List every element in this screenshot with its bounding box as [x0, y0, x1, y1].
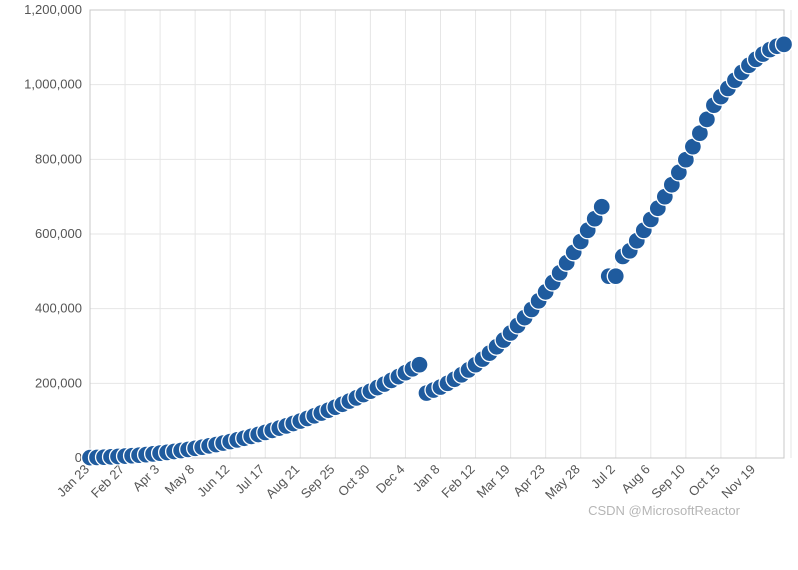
x-tick-label: Feb 12: [438, 462, 477, 501]
x-tick-label: Feb 27: [88, 462, 127, 501]
x-tick-label: Aug 21: [263, 462, 303, 502]
x-tick-label: Jun 12: [194, 462, 232, 500]
y-tick-label: 1,200,000: [24, 2, 82, 17]
x-tick-label: Apr 3: [130, 462, 163, 495]
y-tick-label: 800,000: [35, 151, 82, 166]
x-tick-label: Jul 2: [588, 462, 618, 492]
x-tick-label: Nov 19: [718, 462, 758, 502]
data-point: [607, 268, 624, 285]
y-tick-label: 200,000: [35, 375, 82, 390]
x-tick-label: Dec 4: [373, 462, 408, 497]
x-tick-label: Sep 25: [298, 462, 338, 502]
y-tick-label: 600,000: [35, 226, 82, 241]
x-tick-label: Mar 19: [474, 462, 513, 501]
x-tick-label: May 8: [162, 462, 198, 498]
watermark-text: CSDN @MicrosoftReactor: [588, 503, 740, 518]
y-tick-label: 1,000,000: [24, 77, 82, 92]
x-tick-label: Oct 15: [685, 462, 723, 500]
chart-svg: 0200,000400,000600,000800,0001,000,0001,…: [0, 0, 798, 570]
data-point: [593, 198, 610, 215]
data-point: [776, 36, 793, 53]
x-tick-label: Jan 23: [54, 462, 92, 500]
growth-chart: 0200,000400,000600,000800,0001,000,0001,…: [0, 0, 798, 570]
x-tick-label: Sep 10: [648, 462, 688, 502]
data-point: [411, 356, 428, 373]
x-tick-label: Apr 23: [510, 462, 548, 500]
x-tick-label: Oct 30: [335, 462, 373, 500]
y-tick-label: 400,000: [35, 301, 82, 316]
x-tick-label: May 28: [542, 462, 583, 503]
